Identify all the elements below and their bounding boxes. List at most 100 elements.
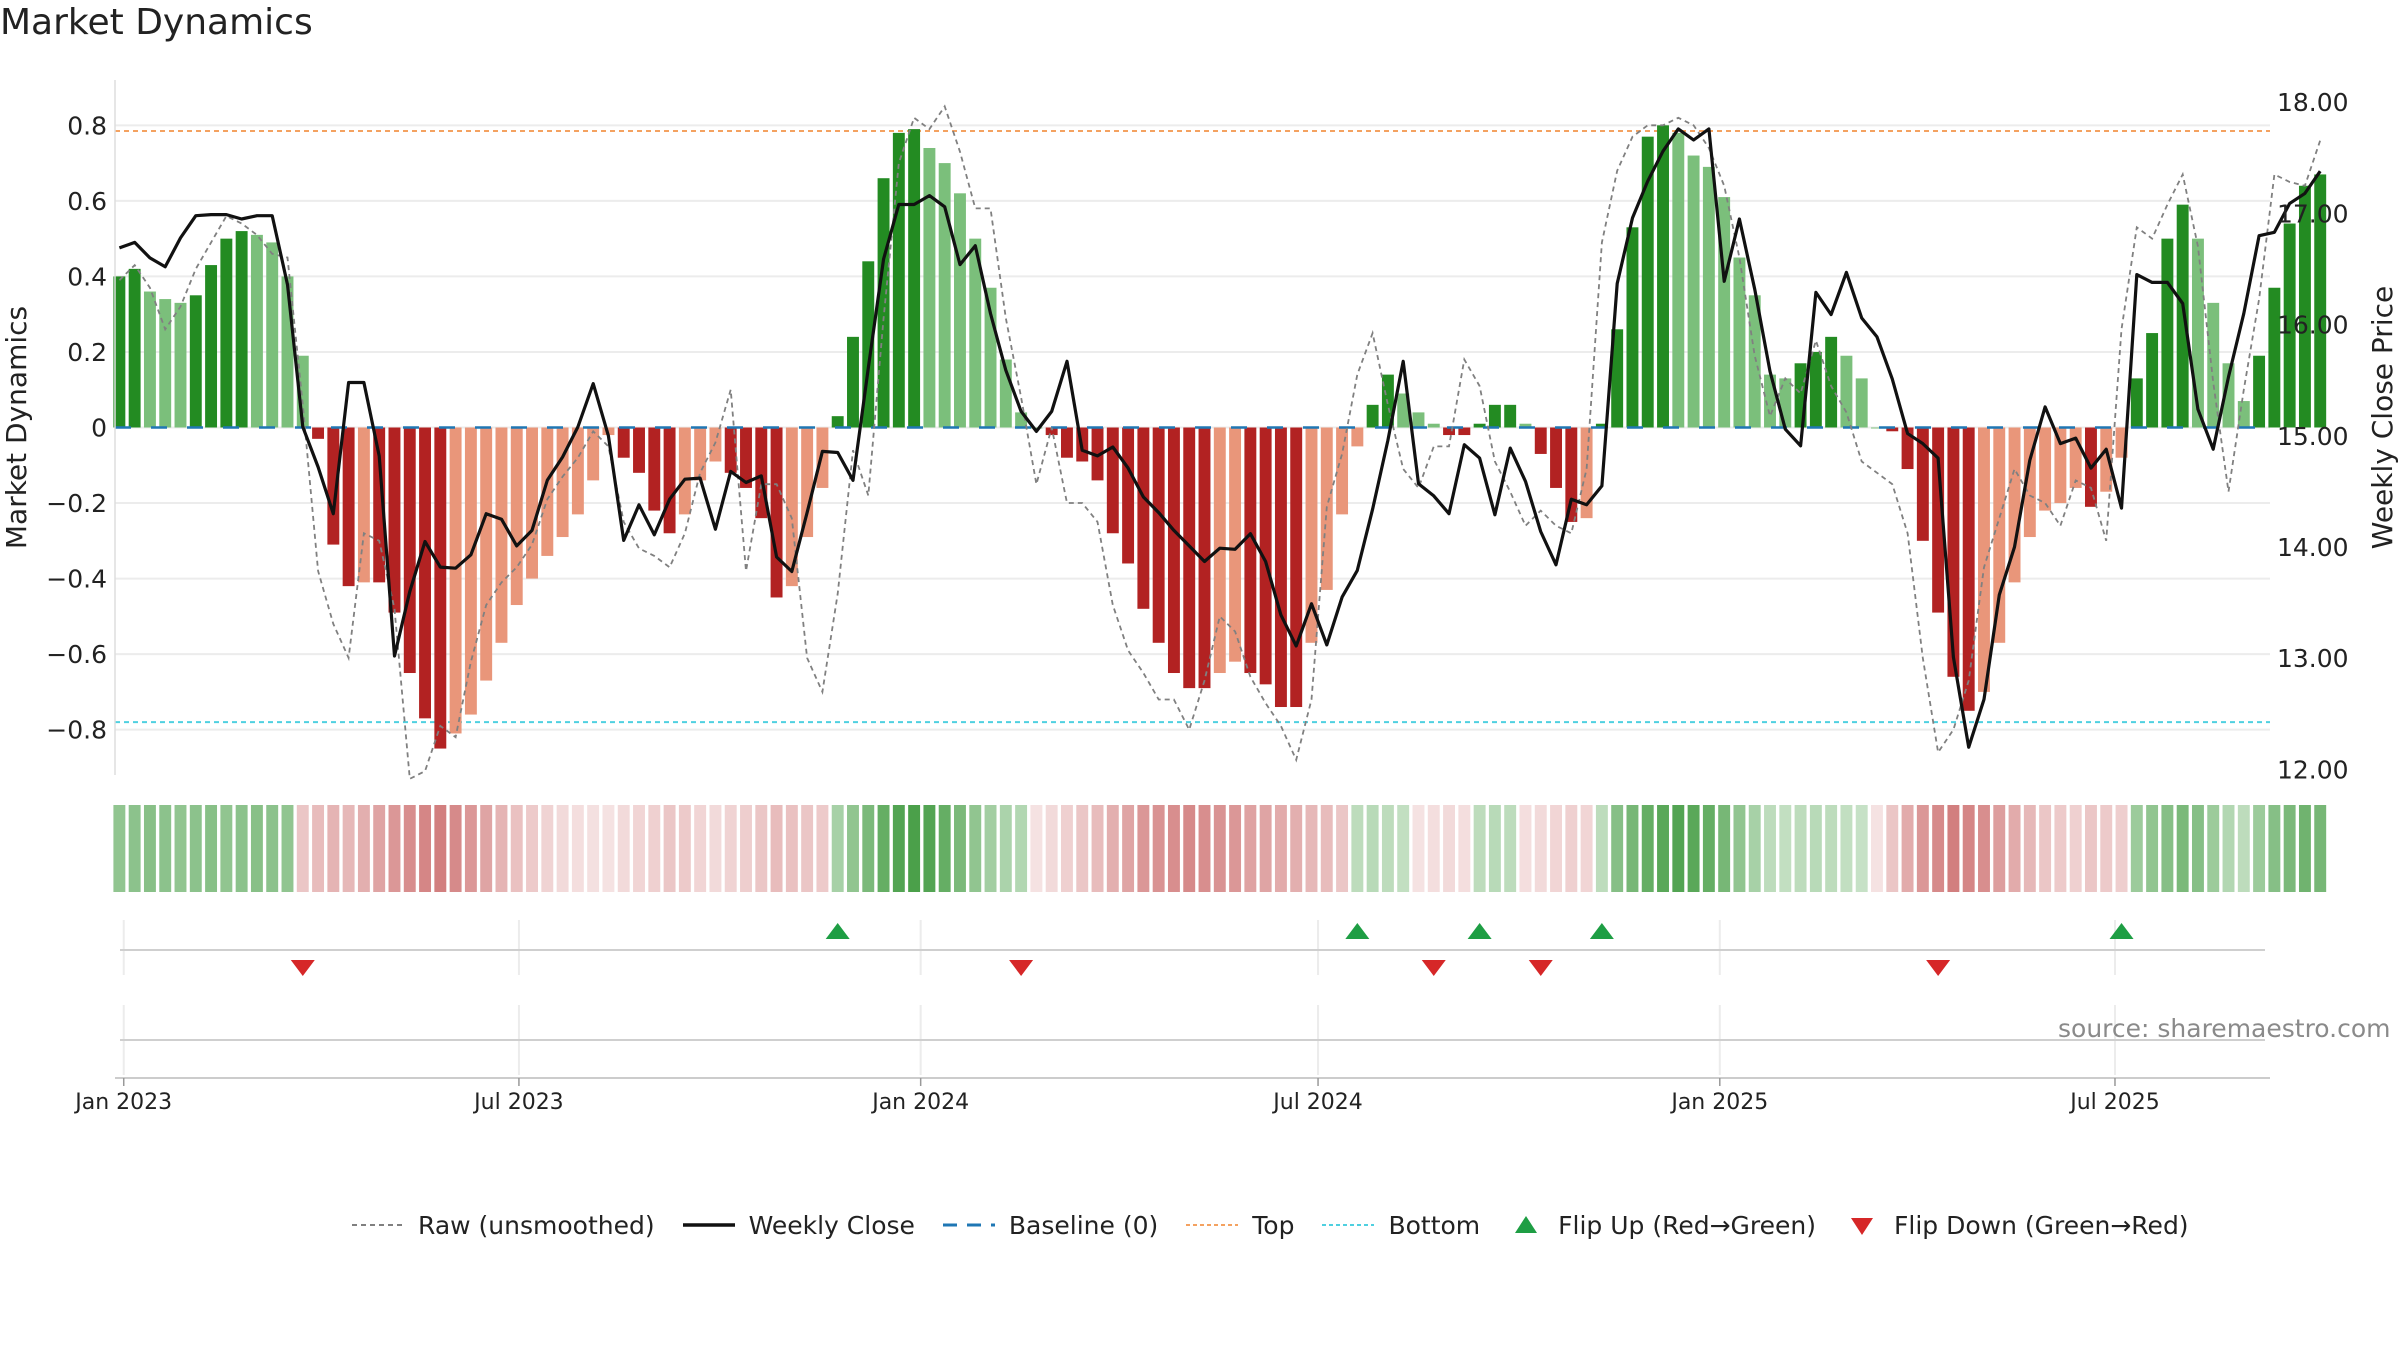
heat-cell: [724, 805, 737, 892]
y-tick-label: 0.8: [67, 111, 107, 140]
dynamics-bar: [831, 416, 844, 428]
heat-cell: [587, 805, 600, 892]
dynamics-bar: [1916, 427, 1929, 541]
heat-cell: [984, 805, 997, 892]
legend-label-baseline: Baseline (0): [1008, 1210, 1159, 1240]
dynamics-bar: [969, 238, 982, 428]
dynamics-bar: [388, 427, 401, 613]
dynamics-bar: [1962, 427, 1975, 711]
dynamics-bar: [1122, 427, 1135, 564]
dynamics-bar: [2130, 378, 2143, 428]
dynamics-bar: [312, 427, 325, 439]
heat-cell: [1229, 805, 1242, 892]
heat-cell: [2039, 805, 2052, 892]
heat-cell: [908, 805, 921, 892]
heat-cell: [2100, 805, 2113, 892]
heat-cell: [1901, 805, 1914, 892]
dynamics-bar: [2023, 427, 2036, 538]
raw-line-swatch: [352, 1224, 404, 1226]
dynamics-bar: [1687, 155, 1700, 428]
raw-line: [118, 104, 2322, 781]
dynamics-bar: [1045, 427, 1058, 436]
heat-cell: [2298, 805, 2311, 892]
heat-cell: [2253, 805, 2266, 892]
heat-cell: [1320, 805, 1333, 892]
heat-cell: [1091, 805, 1104, 892]
dynamics-bar: [373, 427, 386, 583]
legend-label-raw: Raw (unsmoothed): [418, 1210, 655, 1240]
dynamics-bar: [1137, 427, 1150, 609]
dynamics-bar: [1091, 427, 1104, 481]
dynamics-bar: [1336, 427, 1349, 515]
dynamics-bar: [2298, 185, 2311, 428]
x-axis: Jan 2023 Jul 2023 Jan 2024 Jul 2024 Jan 2025…: [73, 1077, 2270, 1115]
dynamics-bar: [419, 427, 432, 719]
heat-cell: [1443, 805, 1456, 892]
heat-cell: [633, 805, 645, 892]
dynamics-bar: [2146, 333, 2159, 428]
y-tick-label: 0: [91, 414, 107, 443]
heat-cell: [1916, 805, 1929, 892]
heat-cell: [1764, 805, 1776, 892]
heat-cell: [189, 805, 202, 892]
heat-cell: [892, 805, 905, 892]
y2-tick-label: 16.00: [2277, 311, 2349, 340]
dynamics-bar: [1504, 404, 1517, 428]
heat-cell: [1473, 805, 1486, 892]
dynamics-bar: [1015, 412, 1028, 428]
dynamics-bar: [1152, 427, 1165, 643]
heat-cell: [2268, 805, 2281, 892]
heat-cell: [464, 805, 477, 892]
heat-cell: [1015, 805, 1028, 892]
dynamics-bar: [847, 336, 859, 428]
heat-cell: [678, 805, 691, 892]
dynamics-bar: [1519, 423, 1532, 428]
dynamics-bar: [1290, 427, 1303, 708]
price-lines: [115, 104, 2322, 781]
dynamics-bar: [1458, 427, 1471, 436]
dynamics-bar: [1167, 427, 1180, 674]
dynamics-bar: [2039, 427, 2052, 511]
y2-tick-label: 14.00: [2277, 533, 2349, 562]
heat-cell: [2085, 805, 2097, 892]
dynamics-bar: [1198, 427, 1211, 689]
legend-item-close: Weekly Close: [681, 1211, 915, 1240]
dynamics-bar: [2161, 238, 2174, 428]
dynamics-bar: [1978, 427, 1990, 692]
dynamics-bar: [281, 276, 294, 428]
heat-cell: [1794, 805, 1807, 892]
dynamics-bar: [2176, 204, 2189, 428]
heat-cell: [2008, 805, 2021, 892]
heat-cell: [1397, 805, 1410, 892]
heat-cell: [1550, 805, 1562, 892]
dynamics-bar: [480, 427, 493, 681]
dynamics-bar: [785, 427, 798, 587]
dynamics-bar: [1993, 427, 2006, 643]
dynamics-bar: [235, 231, 248, 428]
dynamics-bar: [1427, 423, 1440, 428]
x-tick-label: Jan 2023: [73, 1090, 172, 1115]
heat-cell: [388, 805, 401, 892]
dynamics-bar: [1748, 295, 1761, 428]
y2-tick-label: 12.00: [2277, 755, 2349, 784]
flip-up-marker: [825, 923, 850, 939]
dynamics-bar: [999, 359, 1012, 428]
dynamics-bar: [464, 427, 477, 715]
heat-cell: [419, 805, 432, 892]
heat-cell: [1962, 805, 1975, 892]
dynamics-bar: [1488, 404, 1501, 428]
dynamics-bar: [1733, 257, 1746, 428]
page-title: Market Dynamics: [0, 2, 313, 43]
dynamics-bar: [1825, 336, 1838, 428]
heat-cell: [327, 805, 340, 892]
dynamics-bar: [740, 427, 752, 488]
dynamics-bar: [495, 427, 508, 643]
heat-cell: [2207, 805, 2220, 892]
legend-item-flip-down: Flip Down (Green→Red): [1842, 1211, 2189, 1240]
dynamics-bar: [1809, 351, 1822, 428]
heat-cell: [281, 805, 294, 892]
heat-cell: [159, 805, 172, 892]
legend-label-flip-up: Flip Up (Red→Green): [1558, 1210, 1817, 1240]
dynamics-bar: [556, 427, 569, 538]
baseline-swatch: [942, 1223, 995, 1227]
